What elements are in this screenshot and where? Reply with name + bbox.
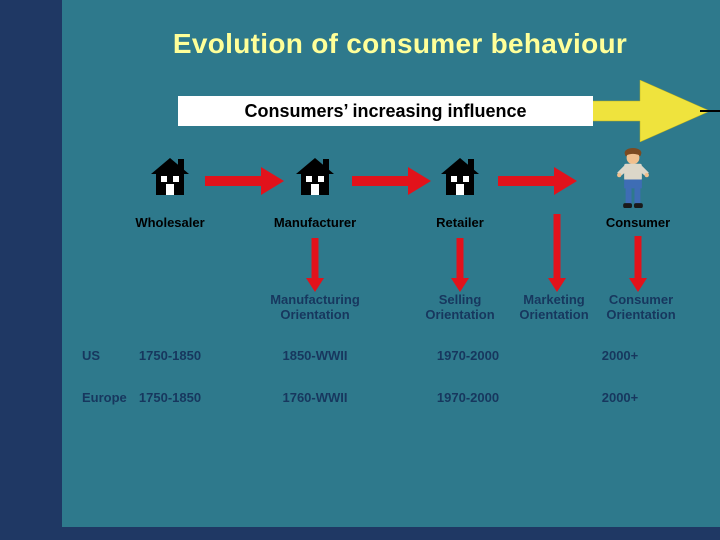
period-eu-wholesaler: 1750-1850	[138, 390, 202, 405]
period-us-retailer: 1970-2000	[436, 348, 500, 363]
right-arrow-icon-2	[352, 167, 431, 195]
period-us-consumer: 2000+	[601, 348, 639, 363]
orientation-label-selling: Selling Orientation	[425, 292, 495, 322]
arrow-tip-line	[700, 110, 720, 112]
orientation-label-marketing: Marketing Orientation	[519, 292, 589, 322]
house-icon-wholesaler	[151, 158, 189, 195]
region-label-europe: Europe	[82, 390, 127, 405]
node-label-consumer: Consumer	[605, 215, 671, 230]
right-arrow-icon-3	[498, 167, 577, 195]
period-eu-consumer: 2000+	[601, 390, 639, 405]
bottom-accent-bar	[62, 527, 720, 540]
node-label-retailer: Retailer	[436, 215, 484, 230]
slide-title: Evolution of consumer behaviour	[172, 28, 628, 59]
person-icon-consumer	[617, 147, 649, 209]
house-icon-manufacturer	[296, 158, 334, 195]
region-label-us: US	[82, 348, 101, 363]
banner-heading: Consumers’ increasing influence	[178, 96, 593, 126]
period-us-wholesaler: 1750-1850	[138, 348, 202, 363]
down-arrow-icon-marketing	[548, 214, 566, 292]
down-arrow-icon-selling	[451, 238, 469, 292]
orientation-label-consumer: Consumer Orientation	[606, 292, 676, 322]
period-eu-retailer: 1970-2000	[436, 390, 500, 405]
period-eu-manufacturer: 1760-WWII	[282, 390, 348, 405]
orientation-label-manufacturing: Manufacturing Orientation	[270, 292, 360, 322]
node-label-wholesaler: Wholesaler	[135, 215, 205, 230]
period-us-manufacturer: 1850-WWII	[282, 348, 348, 363]
right-arrow-icon-1	[205, 167, 284, 195]
house-icon-retailer	[441, 158, 479, 195]
down-arrow-icon-consumer	[629, 236, 647, 292]
left-accent-bar	[0, 0, 62, 540]
down-arrow-icon-manufacturing	[306, 238, 324, 292]
node-label-manufacturer: Manufacturer	[273, 215, 357, 230]
yellow-arrow-icon	[585, 80, 711, 142]
